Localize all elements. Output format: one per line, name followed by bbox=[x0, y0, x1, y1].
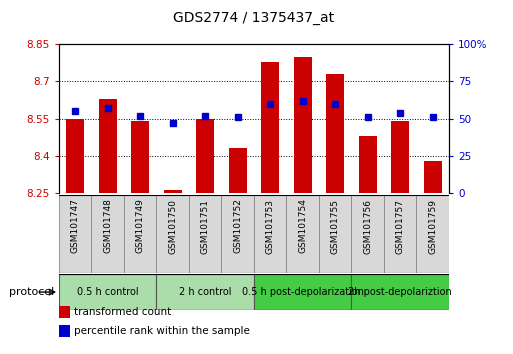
Bar bbox=[222, 195, 254, 273]
Bar bbox=[229, 148, 247, 193]
Bar bbox=[417, 195, 449, 273]
Text: GSM101759: GSM101759 bbox=[428, 199, 437, 253]
Text: GSM101747: GSM101747 bbox=[71, 199, 80, 253]
Bar bbox=[164, 190, 182, 193]
Bar bbox=[124, 195, 156, 273]
Bar bbox=[66, 119, 84, 193]
Bar bbox=[156, 195, 189, 273]
Text: GSM101756: GSM101756 bbox=[363, 199, 372, 253]
Text: GSM101749: GSM101749 bbox=[136, 199, 145, 253]
Bar bbox=[359, 136, 377, 193]
Bar bbox=[156, 274, 254, 310]
Text: GSM101757: GSM101757 bbox=[396, 199, 405, 253]
Text: GDS2774 / 1375437_at: GDS2774 / 1375437_at bbox=[173, 11, 334, 25]
Bar bbox=[391, 121, 409, 193]
Bar bbox=[424, 161, 442, 193]
Text: percentile rank within the sample: percentile rank within the sample bbox=[74, 326, 250, 336]
Bar bbox=[59, 274, 156, 310]
Bar bbox=[131, 121, 149, 193]
Text: transformed count: transformed count bbox=[74, 307, 172, 316]
Text: protocol: protocol bbox=[9, 287, 54, 297]
Bar bbox=[261, 62, 279, 193]
Text: GSM101748: GSM101748 bbox=[103, 199, 112, 253]
Text: 0.5 h control: 0.5 h control bbox=[77, 287, 139, 297]
Bar bbox=[351, 274, 449, 310]
Bar bbox=[99, 99, 116, 193]
Bar bbox=[326, 74, 344, 193]
Text: GSM101751: GSM101751 bbox=[201, 199, 210, 253]
Bar bbox=[189, 195, 222, 273]
Bar bbox=[254, 274, 351, 310]
Bar bbox=[59, 195, 91, 273]
Bar bbox=[196, 119, 214, 193]
Text: GSM101750: GSM101750 bbox=[168, 199, 177, 253]
Bar bbox=[286, 195, 319, 273]
Text: 2h post-depolariztion: 2h post-depolariztion bbox=[348, 287, 452, 297]
Text: GSM101752: GSM101752 bbox=[233, 199, 242, 253]
Bar bbox=[294, 57, 311, 193]
Text: GSM101754: GSM101754 bbox=[298, 199, 307, 253]
Bar bbox=[254, 195, 286, 273]
Text: GSM101753: GSM101753 bbox=[266, 199, 274, 253]
Bar bbox=[384, 195, 417, 273]
Text: 0.5 h post-depolarization: 0.5 h post-depolarization bbox=[242, 287, 364, 297]
Bar bbox=[319, 195, 351, 273]
Bar bbox=[91, 195, 124, 273]
Bar bbox=[351, 195, 384, 273]
Text: 2 h control: 2 h control bbox=[179, 287, 231, 297]
Text: GSM101755: GSM101755 bbox=[331, 199, 340, 253]
